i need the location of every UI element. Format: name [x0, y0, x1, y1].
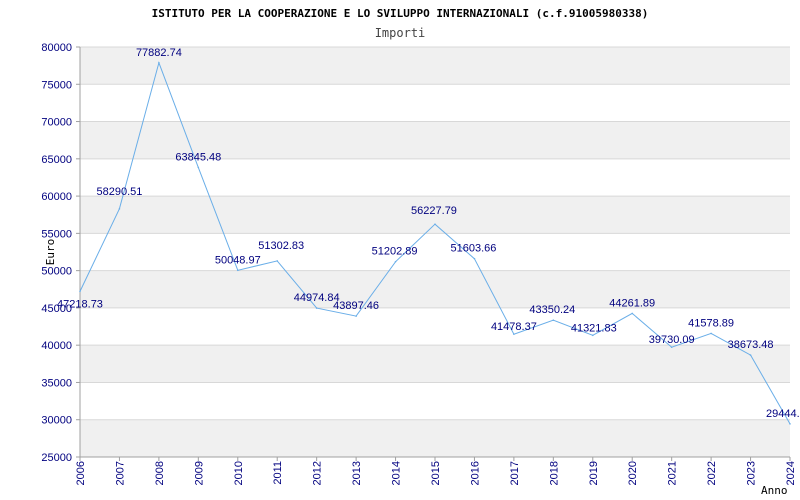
x-tick-label: 2010 [233, 461, 245, 485]
y-tick-label: 80000 [41, 42, 72, 54]
data-label: 38673.48 [728, 339, 774, 351]
y-axis-title: Euro [44, 239, 57, 266]
data-point [197, 166, 200, 169]
grid-band [80, 419, 790, 457]
x-tick-label: 2022 [706, 461, 718, 485]
data-label: 58290.51 [96, 186, 142, 198]
data-point [710, 332, 712, 335]
y-tick-label: 55000 [41, 228, 72, 240]
series-line [79, 61, 791, 425]
y-tick-label: 70000 [41, 117, 72, 129]
data-point [315, 307, 318, 309]
data-point [236, 269, 239, 272]
data-point [79, 290, 81, 293]
data-label: 56227.79 [411, 205, 457, 217]
y-tick-label: 60000 [41, 191, 72, 203]
data-label: 51202.89 [372, 246, 418, 258]
x-tick-label: 2011 [272, 461, 284, 485]
data-label: 39730.09 [649, 334, 695, 346]
y-tick-label: 65000 [41, 154, 72, 166]
data-label: 63845.48 [175, 151, 221, 163]
y-tick-label: 50000 [41, 266, 72, 278]
data-label: 41478.37 [491, 321, 537, 333]
background-bands [80, 47, 790, 457]
x-tick-label: 2009 [193, 461, 205, 485]
x-tick-label: 2006 [75, 461, 87, 485]
data-point [394, 260, 397, 263]
x-tick-label: 2014 [391, 461, 403, 485]
data-label: 41321.83 [571, 322, 617, 334]
chart-title: ISTITUTO PER LA COOPERAZIONE E LO SVILUP… [152, 7, 649, 20]
x-tick-label: 2008 [154, 461, 166, 485]
data-label: 29444. [766, 408, 800, 420]
data-point [118, 208, 121, 210]
data-labels: 47218.73 58290.51 77882.74 63845.48 50048.97… [57, 47, 800, 420]
x-tick-label: 2019 [588, 461, 600, 485]
y-tick-label: 75000 [41, 79, 72, 91]
data-point [276, 260, 279, 262]
data-label: 77882.74 [136, 47, 182, 59]
grid-band [80, 270, 790, 308]
y-tick-label: 35000 [41, 377, 72, 389]
x-tick-label: 2018 [548, 461, 560, 485]
axes [79, 47, 790, 458]
x-tick-label: 2021 [667, 461, 679, 485]
x-tick-label: 2012 [312, 461, 324, 485]
grid-band [80, 345, 790, 383]
y-tick-labels: 25000 30000 35000 40000 45000 50000 55000 60000… [41, 42, 72, 464]
data-point [552, 319, 555, 322]
y-tick-label: 45000 [41, 303, 72, 315]
data-point [631, 312, 634, 315]
chart-subtitle: Importi [375, 26, 426, 40]
x-tick-label: 2013 [351, 461, 363, 485]
x-tick-label: 2020 [627, 461, 639, 485]
data-point [670, 346, 673, 348]
data-label: 51302.83 [258, 240, 304, 252]
data-label: 41578.89 [688, 317, 734, 329]
data-label: 43897.46 [333, 300, 379, 312]
x-tick-label: 2016 [469, 461, 481, 485]
grid-lines [76, 46, 791, 461]
y-tick-label: 30000 [41, 415, 72, 427]
grid-band [80, 196, 790, 234]
data-label: 43350.24 [529, 304, 575, 316]
y-tick-label: 25000 [41, 452, 72, 464]
x-axis-title: Anno [761, 484, 788, 497]
data-point [473, 257, 476, 260]
x-tick-labels: 2006 2007 2008 2009 2010 2011 2012 2013 2014 2015… [75, 461, 797, 485]
x-tick-label: 2023 [746, 461, 758, 485]
data-label: 44974.84 [294, 292, 340, 304]
y-tick-label: 40000 [41, 340, 72, 352]
x-tick-label: 2007 [114, 461, 126, 485]
data-label: 50048.97 [215, 254, 261, 266]
data-point [749, 354, 752, 356]
data-point [513, 333, 515, 335]
x-tick-label: 2017 [509, 461, 521, 485]
data-point [158, 61, 160, 64]
grid-band [80, 47, 790, 85]
data-label: 44261.89 [609, 297, 655, 309]
data-point [789, 423, 791, 425]
x-tick-label: 2015 [430, 461, 442, 485]
data-point [591, 334, 594, 337]
data-label: 47218.73 [57, 298, 103, 310]
data-label: 51603.66 [450, 243, 496, 255]
grid-band [80, 121, 790, 159]
x-tick-label: 2024 [785, 461, 797, 485]
data-point [355, 315, 357, 317]
data-point [434, 223, 436, 226]
